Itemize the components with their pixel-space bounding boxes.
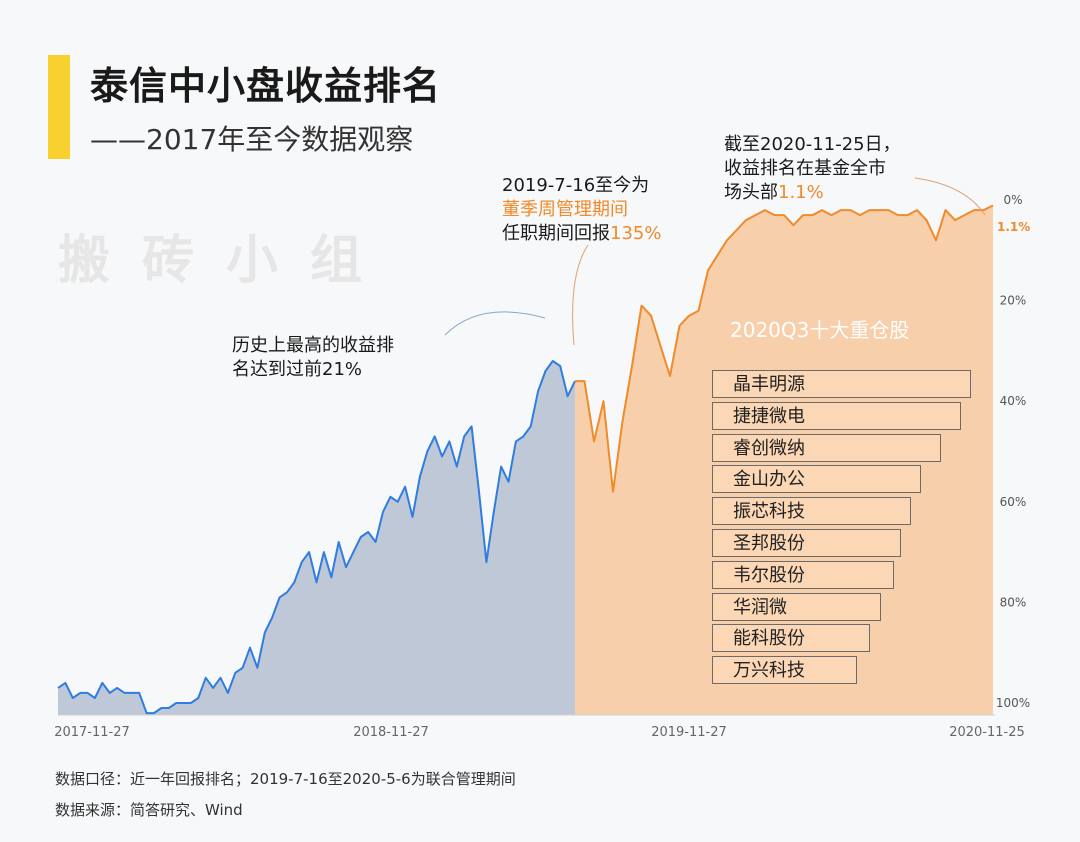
x-tick-label: 2018-11-27	[353, 725, 429, 740]
x-tick-label: 2020-11-25	[949, 725, 1025, 740]
latest-annotation-line1: 截至2020-11-25日，	[724, 134, 901, 155]
holding-item: 捷捷微电	[712, 401, 961, 430]
x-tick-label: 2019-11-27	[651, 725, 727, 740]
peak-annotation: 历史上最高的收益排 名达到过前21%	[232, 334, 394, 382]
page-title: 泰信中小盘收益排名	[90, 64, 442, 108]
latest-rank-value: 1.1%	[778, 182, 824, 203]
manager-callout-arc	[572, 244, 589, 346]
manager-annotation-line2: 董季周管理期间	[502, 199, 628, 220]
rank-before-line	[57, 360, 576, 715]
holding-item: 圣邦股份	[712, 529, 901, 557]
y-tick-label: 100%	[996, 696, 1030, 710]
footnote-data-source: 数据来源：简答研究、Wind	[55, 801, 243, 819]
manager-annotation: 2019-7-16至今为 董季周管理期间 任职期间回报135%	[502, 174, 661, 246]
last-value-label: 1.1%	[997, 220, 1030, 234]
manager-return-label: 任职期间回报	[502, 223, 610, 244]
peak-annotation-line2: 名达到过前21%	[232, 359, 363, 380]
latest-annotation-line2: 收益排名在基金全市	[724, 158, 886, 179]
manager-annotation-line1: 2019-7-16至今为	[502, 175, 650, 196]
rank-after-line	[575, 204, 994, 493]
y-tick-label: 20%	[1000, 294, 1027, 308]
y-tick-label: 40%	[1000, 394, 1027, 408]
manager-annotation-line3: 任职期间回报135%	[502, 222, 661, 246]
holding-item: 华润微	[712, 592, 881, 621]
peak-annotation-line1: 历史上最高的收益排	[232, 335, 394, 356]
y-tick-label: 80%	[1000, 595, 1027, 609]
latest-annotation-line3: 场头部1.1%	[724, 181, 901, 205]
holding-item: 韦尔股份	[712, 560, 894, 589]
holding-item: 振芯科技	[712, 497, 911, 526]
manager-return-value: 135%	[610, 223, 662, 244]
x-tick-label: 2017-11-27	[54, 725, 130, 740]
watermark: 搬砖小组	[58, 231, 395, 291]
holding-item: 晶丰明源	[712, 370, 971, 398]
latest-annotation: 截至2020-11-25日， 收益排名在基金全市 场头部1.1%	[724, 133, 901, 205]
y-tick-label: 0%	[1003, 193, 1022, 207]
page-subtitle: ——2017年至今数据观察	[90, 123, 414, 156]
footnote-data-scope: 数据口径：近一年回报排名；2019-7-16至2020-5-6为联合管理期间	[55, 770, 516, 788]
y-tick-label: 60%	[1000, 495, 1027, 509]
holding-item: 金山办公	[712, 465, 921, 494]
rank-before-area	[58, 361, 575, 715]
peak-callout-arc	[444, 311, 546, 336]
holding-item: 能科股份	[712, 624, 870, 653]
latest-callout-arc	[914, 177, 986, 216]
holding-item: 睿创微纳	[712, 433, 941, 462]
holding-item: 万兴科技	[712, 656, 857, 685]
title-accent-bar	[48, 55, 70, 159]
latest-rank-label: 场头部	[724, 182, 778, 203]
holdings-title: 2020Q3十大重仓股	[730, 318, 910, 342]
